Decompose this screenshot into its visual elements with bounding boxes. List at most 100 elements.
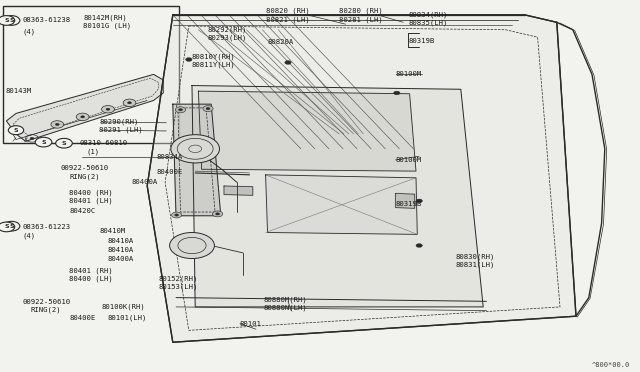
Text: (4): (4) <box>22 28 36 35</box>
Text: 80400E: 80400E <box>157 169 183 175</box>
Text: 80280 (RH): 80280 (RH) <box>339 8 383 15</box>
Text: 80291 (LH): 80291 (LH) <box>99 127 143 134</box>
Text: 80400 (LH): 80400 (LH) <box>69 276 113 282</box>
Text: 80811Y(LH): 80811Y(LH) <box>192 61 236 68</box>
Polygon shape <box>396 193 415 208</box>
Text: 80410M: 80410M <box>99 228 125 234</box>
Text: 80101(LH): 80101(LH) <box>108 315 147 321</box>
Text: S: S <box>9 18 14 23</box>
Circle shape <box>3 221 20 231</box>
Text: S: S <box>13 128 19 133</box>
Circle shape <box>81 116 84 118</box>
Circle shape <box>171 135 220 163</box>
Circle shape <box>175 107 186 113</box>
Polygon shape <box>6 74 163 141</box>
Circle shape <box>0 16 15 25</box>
Text: 80420C: 80420C <box>69 208 95 214</box>
Polygon shape <box>192 86 483 307</box>
Text: 80153(LH): 80153(LH) <box>159 284 198 291</box>
Circle shape <box>51 121 64 128</box>
Text: 80835(LH): 80835(LH) <box>408 20 448 26</box>
Text: 80820A: 80820A <box>268 39 294 45</box>
Circle shape <box>56 123 60 126</box>
Text: 80319B: 80319B <box>408 38 435 44</box>
Circle shape <box>203 106 213 112</box>
Circle shape <box>106 108 110 110</box>
Text: 08310-60810: 08310-60810 <box>80 140 128 146</box>
Text: 80152(RH): 80152(RH) <box>159 276 198 282</box>
Text: 80100K(RH): 80100K(RH) <box>101 304 145 310</box>
Text: 80400A: 80400A <box>131 179 157 185</box>
Circle shape <box>102 106 115 113</box>
Text: S: S <box>41 140 46 145</box>
Bar <box>3 6 179 143</box>
Text: 80410A: 80410A <box>108 247 134 253</box>
Text: 80400E: 80400E <box>69 315 95 321</box>
Text: 80100M: 80100M <box>396 71 422 77</box>
Text: 00922-50610: 00922-50610 <box>61 165 109 171</box>
Text: 80820 (RH): 80820 (RH) <box>266 8 309 15</box>
Text: 80834A: 80834A <box>157 154 183 160</box>
Circle shape <box>123 99 136 106</box>
Text: 80290(RH): 80290(RH) <box>99 119 139 125</box>
Text: S: S <box>9 224 14 229</box>
Text: 80100M: 80100M <box>396 157 422 163</box>
Circle shape <box>285 61 291 64</box>
Circle shape <box>127 102 131 104</box>
Text: 80834(RH): 80834(RH) <box>408 12 448 18</box>
Circle shape <box>416 244 422 247</box>
Text: 80400A: 80400A <box>108 256 134 262</box>
Text: 80292(RH): 80292(RH) <box>208 26 248 33</box>
Polygon shape <box>266 175 417 234</box>
Text: ^800*00.0: ^800*00.0 <box>592 362 630 368</box>
Polygon shape <box>147 15 576 342</box>
Text: 80101G (LH): 80101G (LH) <box>83 23 131 29</box>
Text: RING(2): RING(2) <box>69 173 100 180</box>
Circle shape <box>179 109 182 111</box>
Text: 00922-50610: 00922-50610 <box>22 299 70 305</box>
Text: RING(2): RING(2) <box>31 307 61 314</box>
Text: 80821 (LH): 80821 (LH) <box>266 16 309 23</box>
Circle shape <box>394 91 400 95</box>
Text: 80143M: 80143M <box>5 88 31 94</box>
Circle shape <box>0 222 15 232</box>
Text: 80319B: 80319B <box>396 201 422 207</box>
Circle shape <box>170 232 214 259</box>
Circle shape <box>206 108 210 110</box>
Text: 80831(LH): 80831(LH) <box>456 262 495 268</box>
Circle shape <box>186 58 192 61</box>
Circle shape <box>30 137 34 140</box>
Text: 80293(LH): 80293(LH) <box>208 35 248 41</box>
Circle shape <box>3 16 20 25</box>
Polygon shape <box>198 91 416 171</box>
Text: S: S <box>61 141 67 146</box>
Text: 08363-61223: 08363-61223 <box>22 224 70 230</box>
Text: 80810Y(RH): 80810Y(RH) <box>192 53 236 60</box>
Text: (1): (1) <box>86 148 100 155</box>
Circle shape <box>76 113 89 121</box>
Text: 80880M(RH): 80880M(RH) <box>264 296 307 303</box>
Circle shape <box>8 126 24 135</box>
Circle shape <box>175 214 179 216</box>
Text: 80401 (LH): 80401 (LH) <box>69 198 113 204</box>
Circle shape <box>56 138 72 148</box>
Text: (4): (4) <box>22 233 36 240</box>
Text: 80101: 80101 <box>240 321 262 327</box>
Text: 80400 (RH): 80400 (RH) <box>69 189 113 196</box>
Polygon shape <box>173 104 221 216</box>
Circle shape <box>216 213 220 215</box>
Circle shape <box>172 212 182 218</box>
Text: 80410A: 80410A <box>108 238 134 244</box>
Text: 80880N(LH): 80880N(LH) <box>264 304 307 311</box>
Text: 08363-61238: 08363-61238 <box>22 17 70 23</box>
Circle shape <box>212 211 223 217</box>
Text: S: S <box>4 224 9 230</box>
Polygon shape <box>224 186 253 195</box>
Circle shape <box>416 199 422 203</box>
Text: S: S <box>4 18 9 23</box>
Text: 80281 (LH): 80281 (LH) <box>339 16 383 23</box>
Text: 80830(RH): 80830(RH) <box>456 253 495 260</box>
Circle shape <box>35 137 52 147</box>
Text: 80142M(RH): 80142M(RH) <box>83 15 127 21</box>
Text: 80401 (RH): 80401 (RH) <box>69 267 113 274</box>
